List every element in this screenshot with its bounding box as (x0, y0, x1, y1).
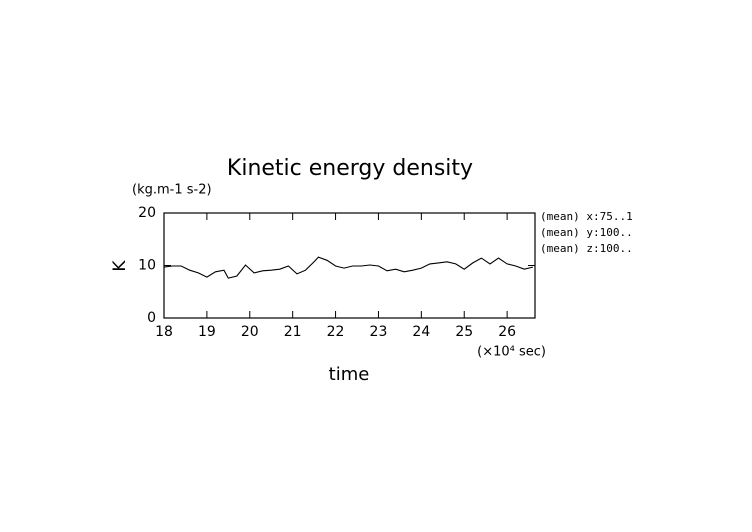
y-tick-label: 0 (147, 310, 156, 326)
x-tick-label: 18 (155, 324, 173, 340)
x-tick-label: 22 (327, 324, 345, 340)
annotation: (mean) x:75..1 (540, 210, 633, 223)
x-tick-label: 21 (284, 324, 302, 340)
y-axis-label: K (110, 260, 130, 272)
annotation: (mean) y:100.. (540, 226, 633, 239)
y-tick-label: 10 (138, 258, 156, 274)
x-tick-label: 24 (412, 324, 430, 340)
units-label: (kg.m-1 s-2) (132, 183, 212, 198)
x-axis-label: time (329, 364, 370, 385)
x-tick-label: 23 (370, 324, 388, 340)
x-tick-label: 20 (241, 324, 259, 340)
annotation: (mean) z:100.. (540, 242, 633, 255)
data-line (163, 256, 534, 279)
y-tick-label: 20 (138, 205, 156, 221)
x-tick-label: 26 (498, 324, 516, 340)
x-tick-label: 19 (198, 324, 216, 340)
chart-title: Kinetic energy density (227, 156, 473, 181)
x-tick-label: 25 (455, 324, 473, 340)
x-units-label: (×10⁴ sec) (477, 345, 546, 360)
